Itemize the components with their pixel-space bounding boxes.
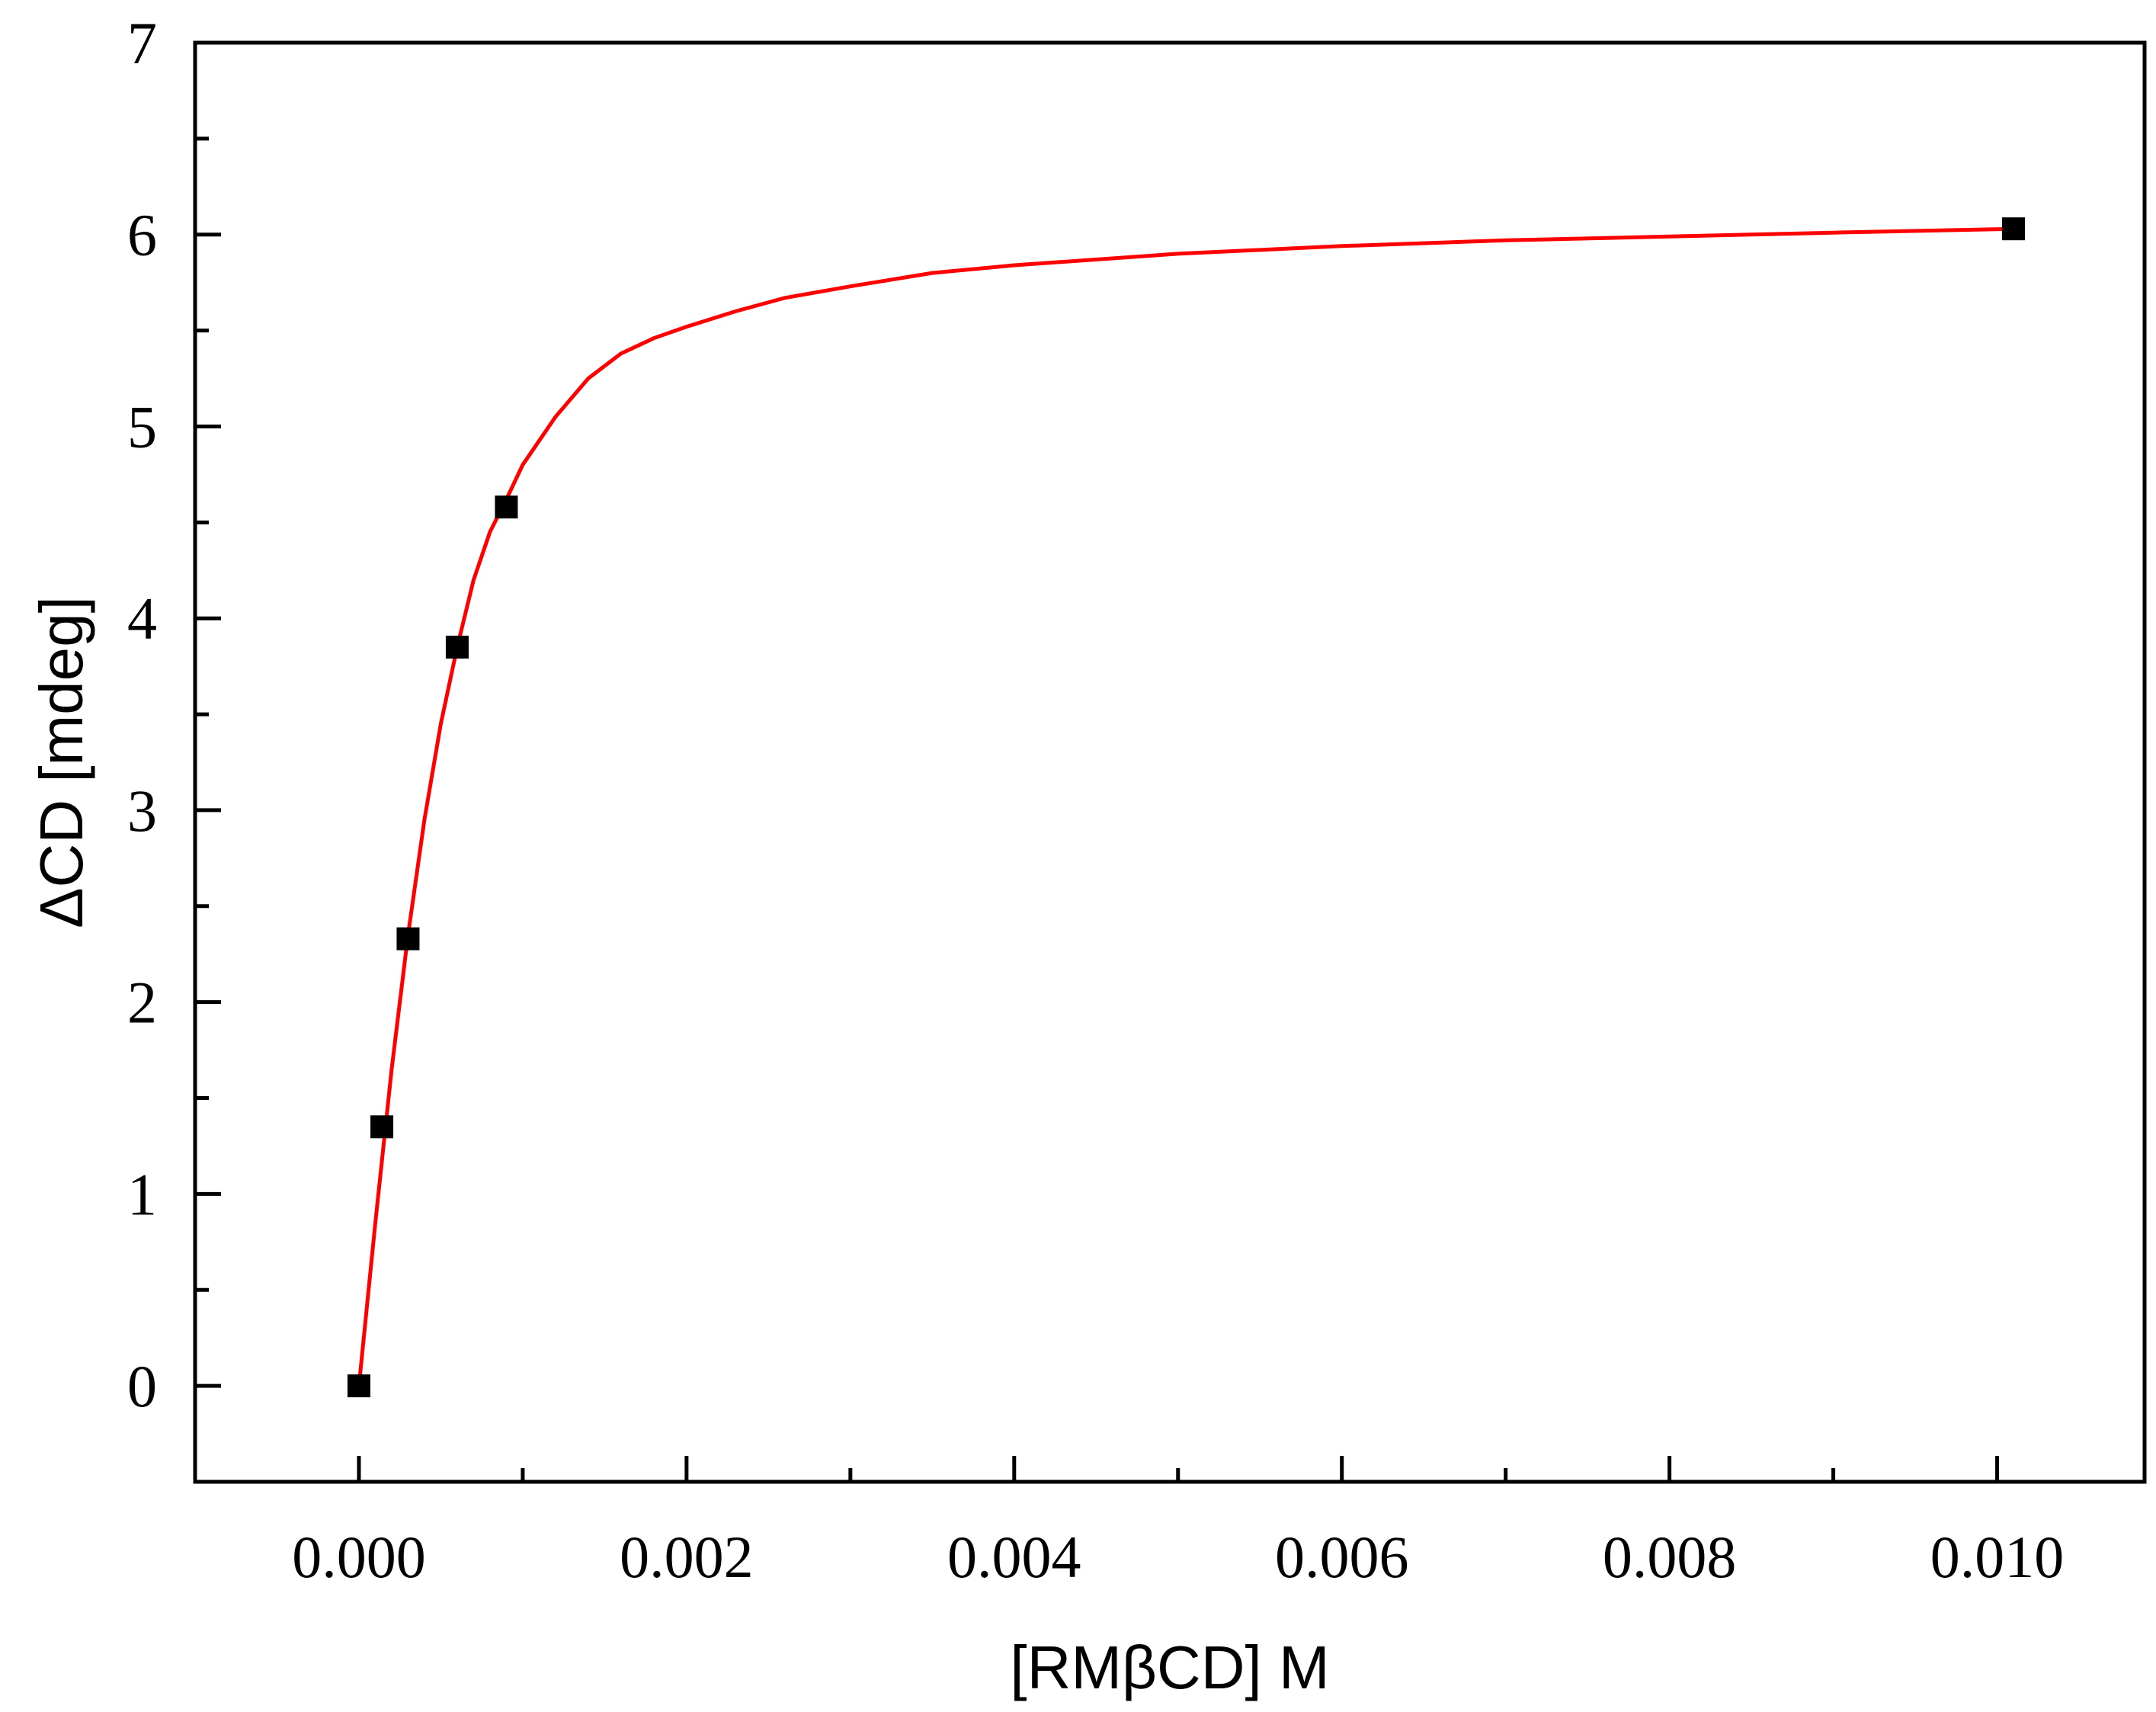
x-tick-label: 0.010 [1930, 1524, 2065, 1590]
data-point [396, 927, 420, 951]
data-points [347, 217, 2026, 1398]
y-tick-label: 0 [127, 1353, 157, 1419]
x-tick-label: 0.006 [1275, 1524, 1409, 1590]
x-tick-labels: 0.000 0.002 0.004 0.006 0.008 0.010 [292, 1524, 2064, 1590]
data-point [2002, 217, 2026, 241]
y-ticks [195, 40, 221, 1388]
x-axis-title: [RMβCD] M [1010, 1633, 1329, 1701]
y-tick-label: 5 [127, 393, 157, 460]
data-point [370, 1115, 394, 1139]
x-tick-label: 0.000 [292, 1524, 426, 1590]
x-ticks [357, 1456, 2000, 1482]
data-point [347, 1374, 370, 1398]
y-tick-label: 7 [127, 10, 157, 76]
x-tick-label: 0.002 [620, 1524, 754, 1590]
data-point [495, 495, 518, 519]
x-tick-label: 0.004 [947, 1524, 1081, 1590]
y-tick-labels: 0 1 2 3 4 5 6 7 [127, 10, 157, 1419]
y-tick-label: 4 [127, 585, 157, 652]
data-point [445, 635, 469, 659]
x-tick-label: 0.008 [1603, 1524, 1737, 1590]
fit-curve [357, 226, 2014, 1387]
y-axis-title: ΔCD [mdeg] [27, 596, 95, 928]
y-tick-label: 1 [127, 1161, 157, 1227]
y-tick-label: 2 [127, 970, 157, 1036]
y-tick-label: 3 [127, 777, 157, 844]
y-tick-label: 6 [127, 202, 157, 268]
plot-frame [193, 40, 2147, 1484]
